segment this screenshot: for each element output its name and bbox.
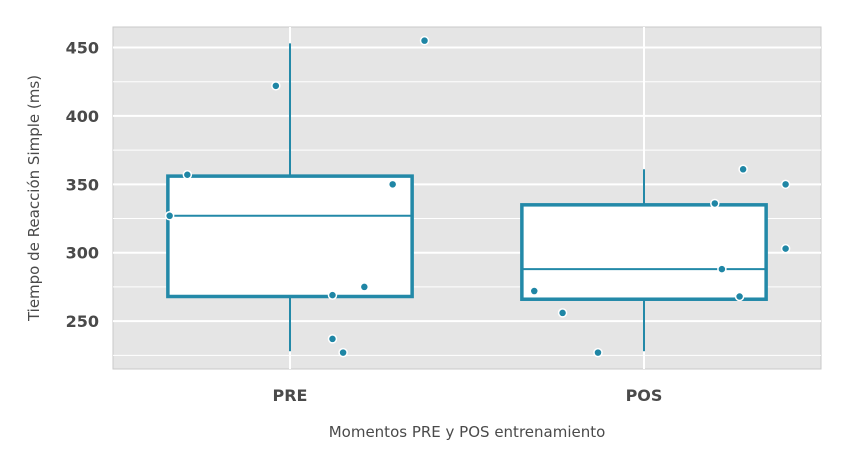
y-tick-label: 450 <box>66 39 99 58</box>
iqr-box <box>166 174 414 299</box>
y-tick-label: 250 <box>66 312 99 331</box>
data-point <box>182 169 193 180</box>
x-axis-label: Momentos PRE y POS entrenamiento <box>329 423 606 441</box>
data-point <box>327 334 338 344</box>
box-pos <box>520 169 768 352</box>
data-point <box>780 179 791 190</box>
data-points <box>164 35 791 358</box>
box-series <box>166 43 768 352</box>
data-point <box>271 81 281 91</box>
box-pre <box>166 43 414 352</box>
data-point <box>710 198 720 209</box>
x-tick-label: POS <box>626 386 663 405</box>
data-point <box>557 308 568 318</box>
iqr-box <box>520 203 768 301</box>
x-axis-ticks: PRE POS <box>273 386 663 405</box>
data-point <box>734 291 745 302</box>
data-point <box>338 347 348 358</box>
data-point <box>738 164 748 175</box>
data-point <box>419 35 430 46</box>
data-point <box>717 264 727 274</box>
y-tick-label: 300 <box>66 244 99 263</box>
y-axis-ticks: 250 300 350 400 450 <box>66 39 99 332</box>
data-point <box>593 347 603 358</box>
y-tick-label: 350 <box>66 175 99 194</box>
data-point <box>780 243 791 254</box>
y-tick-label: 400 <box>66 107 99 126</box>
y-axis-label: Tiempo de Reacción Simple (ms) <box>25 75 43 322</box>
data-point <box>164 211 175 221</box>
data-point <box>359 282 370 292</box>
x-tick-label: PRE <box>273 386 308 405</box>
data-point <box>387 179 398 190</box>
data-point <box>529 286 540 296</box>
data-point <box>327 290 338 300</box>
